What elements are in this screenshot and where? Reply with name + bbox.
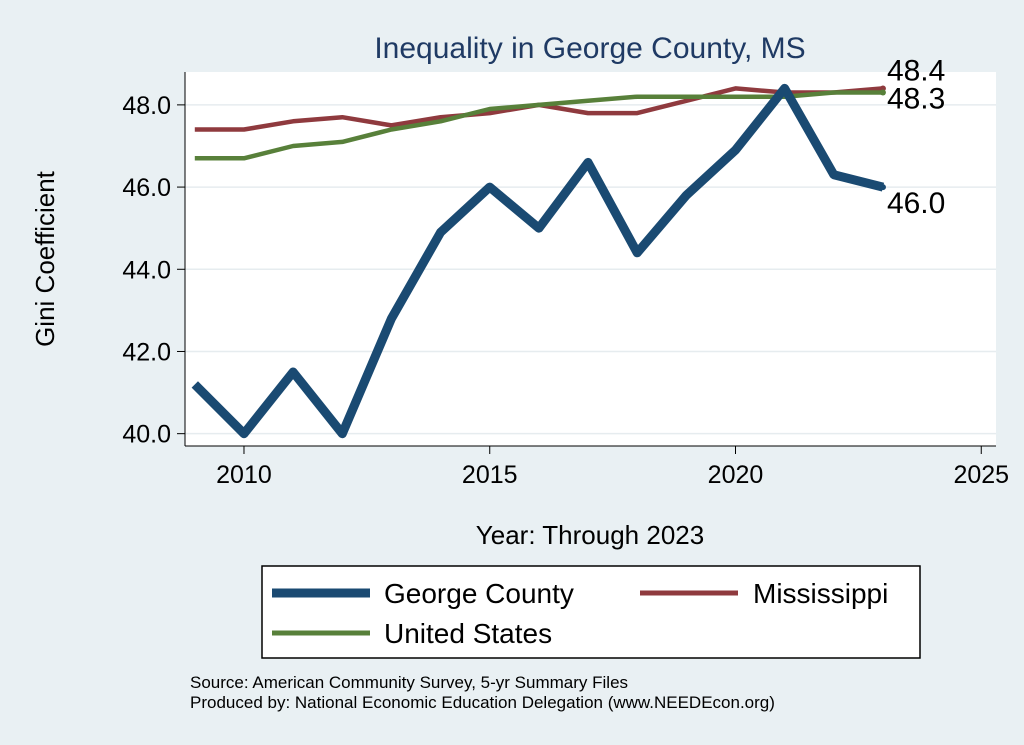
legend-label-mississippi: Mississippi bbox=[753, 578, 888, 609]
plot-area bbox=[185, 72, 996, 446]
y-tick-label: 44.0 bbox=[122, 256, 171, 284]
y-tick-label: 46.0 bbox=[122, 174, 171, 202]
x-tick-label: 2020 bbox=[708, 461, 764, 489]
legend-label-george-county: George County bbox=[384, 578, 574, 609]
end-label-george-county: 46.0 bbox=[887, 187, 945, 220]
series-lines bbox=[191, 83, 886, 439]
series-line-george-county bbox=[191, 83, 885, 439]
y-axis-title: Gini Coefficient bbox=[30, 170, 60, 347]
gridlines bbox=[185, 104, 996, 435]
x-axis-title: Year: Through 2023 bbox=[476, 520, 704, 550]
producer-note: Produced by: National Economic Education… bbox=[190, 693, 775, 712]
series-end-point-united-states bbox=[879, 89, 886, 96]
y-tick-label: 42.0 bbox=[122, 338, 171, 366]
x-tick-label: 2015 bbox=[462, 461, 518, 489]
x-ticks: 2010 2015 2020 2025 bbox=[216, 446, 1009, 489]
end-labels: 46.0 48.448.3 bbox=[887, 54, 945, 220]
legend-label-united-states: United States bbox=[384, 618, 552, 649]
end-label-mississippi: 48.4 bbox=[887, 54, 945, 87]
axes bbox=[184, 72, 996, 447]
chart-title: Inequality in George County, MS bbox=[374, 32, 805, 65]
legend-box bbox=[261, 565, 921, 659]
x-tick-label: 2025 bbox=[953, 461, 1009, 489]
series-line-united-states bbox=[194, 90, 883, 161]
x-tick-label: 2010 bbox=[216, 461, 272, 489]
end-label-united-states: 48.3 bbox=[887, 83, 945, 116]
y-tick-label: 40.0 bbox=[122, 421, 171, 449]
legend: George County Mississippi United States bbox=[261, 565, 921, 659]
series-end-point-george-county bbox=[879, 184, 886, 191]
series-end-point-mississippi bbox=[879, 85, 886, 92]
y-ticks: 40.0 42.0 44.0 46.0 48.0 bbox=[122, 92, 185, 449]
source-note: Source: American Community Survey, 5-yr … bbox=[190, 673, 628, 692]
y-tick-label: 48.0 bbox=[122, 92, 171, 120]
